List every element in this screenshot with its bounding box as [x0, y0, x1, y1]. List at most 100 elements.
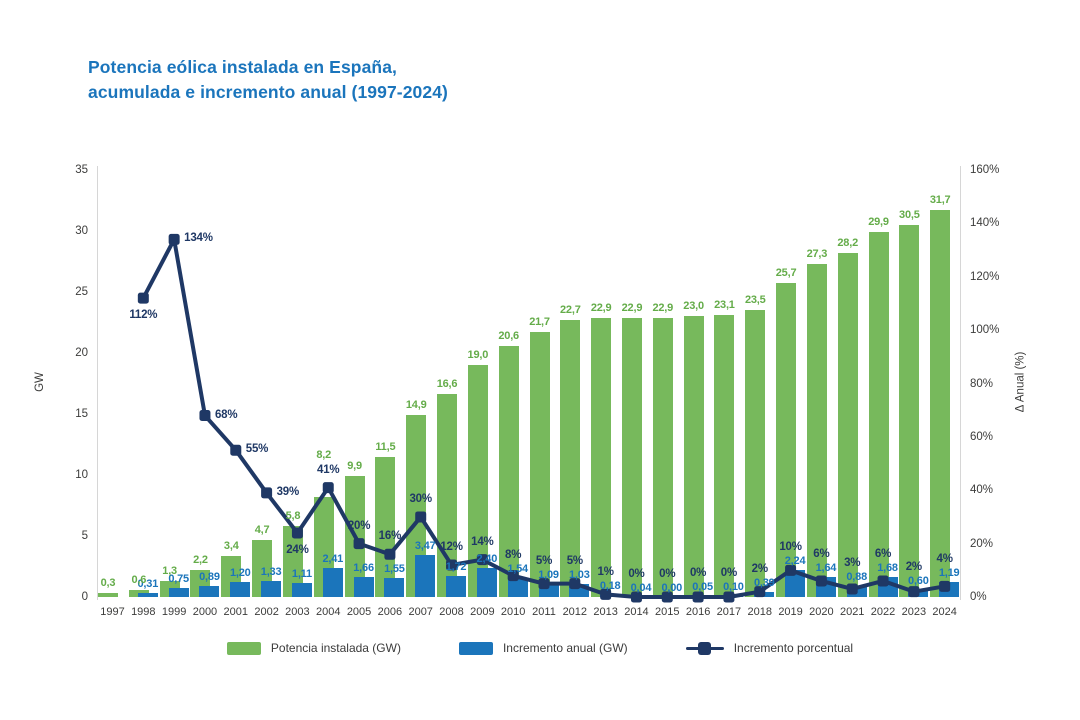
blue-bar	[261, 580, 282, 597]
legend-label-incremento-anual: Incremento anual (GW)	[502, 641, 628, 655]
green-value-label: 31,7	[929, 194, 951, 207]
year-label: 2002	[254, 606, 279, 618]
year-label: 2005	[346, 606, 372, 618]
blue-bar	[415, 554, 436, 597]
pct-value-label: 30%	[409, 492, 432, 505]
year-label: 2015	[655, 606, 680, 618]
right-axis-tick: 80%	[970, 377, 994, 390]
green-value-label: 1,3	[162, 565, 177, 578]
pct-value-label: 16%	[378, 530, 402, 543]
blue-bar	[569, 584, 590, 597]
right-axis-line	[960, 166, 961, 600]
green-value-label: 21,7	[529, 316, 550, 329]
green-bar	[868, 232, 889, 597]
blue-bar	[692, 596, 713, 597]
chart-title: Potencia eólica instalada en España, acu…	[88, 55, 448, 105]
chart-title-line-2: acumulada e incremento anual (1997-2024)	[88, 82, 448, 102]
blue-bar	[754, 592, 775, 597]
green-bar-swatch-icon	[226, 641, 261, 655]
pct-value-label: 24%	[286, 543, 309, 556]
right-axis-tick: 60%	[970, 430, 994, 443]
right-axis-tick: 160%	[970, 164, 1000, 176]
year-label: 2006	[377, 606, 403, 618]
pct-value-label: 6%	[874, 547, 892, 560]
blue-bar	[877, 576, 898, 597]
year-label: 1998	[131, 606, 156, 618]
blue-bar-swatch-icon	[458, 641, 493, 655]
green-value-label: 5,8	[285, 510, 301, 523]
green-bar	[745, 310, 766, 597]
year-label: 2012	[562, 606, 588, 618]
left-axis-tick: 0	[81, 591, 88, 603]
percent-line-marker	[168, 233, 180, 245]
year-label: 2007	[408, 606, 433, 618]
left-axis-tick: 35	[75, 164, 88, 176]
right-axis-tick: 20%	[970, 537, 994, 550]
green-value-label: 23,5	[744, 294, 766, 307]
percent-line-marker	[261, 487, 273, 499]
green-value-label: 28,2	[837, 236, 858, 249]
year-label: 2001	[223, 606, 249, 618]
year-label: 2022	[870, 606, 896, 618]
green-value-label: 29,9	[868, 216, 889, 229]
blue-bar	[476, 567, 497, 597]
blue-bar	[538, 583, 559, 597]
left-axis-tick: 5	[81, 530, 88, 542]
year-label: 1997	[100, 606, 125, 618]
blue-bar	[446, 576, 467, 597]
legend-item-incremento-anual: Incremento anual (GW)	[458, 641, 628, 655]
legend-item-incremento-porcentual: Incremento porcentual	[685, 641, 854, 655]
blue-bar	[815, 576, 836, 597]
right-axis-tick: 40%	[970, 484, 994, 497]
year-label: 2023	[901, 606, 927, 618]
year-label: 2024	[932, 606, 957, 618]
left-axis-tick: 10	[75, 469, 88, 481]
year-label: 2013	[593, 606, 618, 618]
year-label: 1999	[161, 606, 187, 618]
blue-bar	[137, 593, 158, 597]
percent-line-marker	[230, 444, 242, 456]
year-label: 2003	[285, 606, 310, 618]
right-axis-tick: 140%	[970, 217, 1000, 230]
left-axis-tick: 20	[75, 347, 88, 359]
year-label: 2020	[809, 606, 834, 618]
left-axis-tick: 15	[75, 408, 88, 420]
green-bar	[930, 210, 951, 597]
right-axis-tick: 100%	[970, 324, 1000, 337]
green-value-label: 3,4	[223, 539, 239, 552]
green-bar	[899, 224, 920, 597]
green-value-label: 30,5	[899, 208, 920, 221]
green-bar	[621, 317, 642, 597]
year-label: 2000	[192, 606, 218, 618]
line-marker-swatch-icon	[685, 641, 724, 655]
blue-bar	[785, 569, 806, 597]
green-value-label: 25,7	[775, 267, 797, 280]
blue-value-label: 1,11	[291, 568, 312, 581]
right-axis-tick: 120%	[970, 270, 1000, 283]
green-value-label: 11,5	[375, 440, 396, 453]
green-value-label: 4,7	[254, 523, 270, 536]
pct-value-label: 112%	[129, 309, 158, 322]
year-label: 2011	[532, 606, 556, 618]
green-value-label: 16,6	[436, 378, 458, 391]
blue-bar	[507, 578, 528, 597]
blue-bar	[230, 582, 251, 597]
legend-label-incremento-porcentual: Incremento porcentual	[733, 641, 854, 655]
year-label: 2010	[500, 606, 526, 618]
percent-line-marker	[322, 482, 334, 494]
blue-value-label: 1,19	[938, 567, 960, 580]
blue-bar	[199, 586, 220, 597]
left-axis-line	[97, 166, 98, 600]
pct-value-label: 134%	[184, 232, 213, 245]
year-label: 2018	[747, 606, 772, 618]
blue-value-label: 1,55	[384, 563, 405, 576]
green-bar	[98, 593, 118, 597]
pct-value-label: 4%	[936, 553, 953, 566]
blue-bar	[908, 589, 929, 597]
green-bar	[683, 316, 704, 597]
year-label: 2016	[685, 606, 711, 618]
year-label: 2017	[716, 606, 742, 618]
left-axis-title: GW	[33, 372, 46, 392]
pct-value-label: 55%	[245, 443, 269, 456]
